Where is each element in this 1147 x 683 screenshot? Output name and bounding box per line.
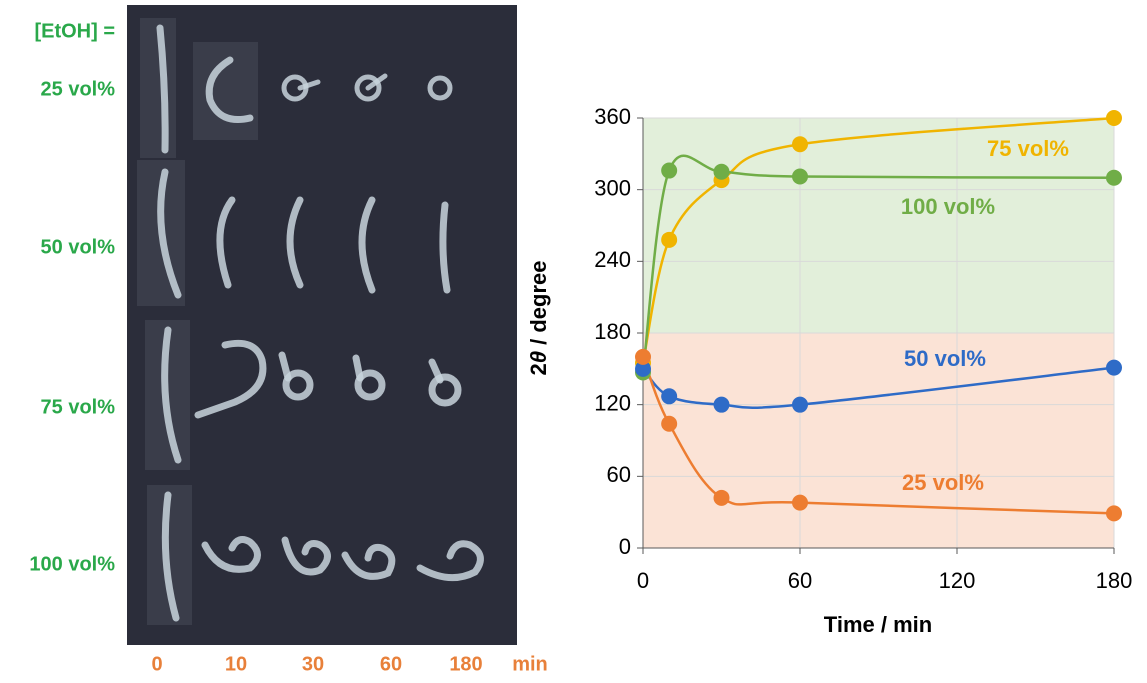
data-point: [635, 364, 651, 380]
x-tick-label: 180: [1096, 568, 1133, 593]
column-label: 30: [302, 653, 324, 675]
data-point: [1106, 170, 1122, 186]
data-point: [1106, 505, 1122, 521]
y-tick-label: 180: [594, 319, 631, 344]
data-point: [661, 163, 677, 179]
series-line: [643, 368, 1114, 408]
band: [643, 333, 1114, 548]
data-point: [661, 232, 677, 248]
figure: [EtOH] = 25 vol% 50 vol% 75 vol% 100 vol…: [0, 0, 1147, 683]
x-axis-label: Time / min: [824, 612, 932, 637]
data-point: [661, 388, 677, 404]
series-label: 50 vol%: [904, 346, 986, 371]
unit-label: min: [512, 653, 548, 675]
data-point: [714, 172, 730, 188]
row-label: 50 vol%: [41, 236, 116, 258]
row-label: 75 vol%: [41, 396, 116, 418]
data-point: [1106, 360, 1122, 376]
series-label: 100 vol%: [901, 194, 995, 219]
data-point: [714, 490, 730, 506]
column-label: 10: [225, 653, 247, 675]
series-label: 25 vol%: [902, 470, 984, 495]
y-tick-label: 120: [594, 390, 631, 415]
data-point: [714, 397, 730, 413]
series-line: [643, 357, 1114, 513]
series-line: [643, 118, 1114, 363]
data-point: [792, 495, 808, 511]
series-line: [643, 156, 1114, 373]
band: [643, 118, 1114, 333]
x-tick-label: 0: [637, 568, 649, 593]
row-label: 100 vol%: [29, 553, 115, 575]
data-point: [1106, 110, 1122, 126]
column-label: 180: [449, 653, 482, 675]
x-tick-label: 120: [939, 568, 976, 593]
x-tick-label: 60: [788, 568, 812, 593]
y-tick-label: 300: [594, 175, 631, 200]
data-point: [792, 169, 808, 185]
column-label: 0: [151, 653, 162, 675]
series-label: 75 vol%: [987, 136, 1069, 161]
data-point: [635, 349, 651, 365]
data-point: [792, 136, 808, 152]
y-tick-label: 0: [619, 534, 631, 559]
column-label: 60: [380, 653, 402, 675]
header-label: [EtOH] =: [34, 20, 115, 42]
y-tick-label: 360: [594, 104, 631, 129]
photo-panel: [EtOH] = 25 vol% 50 vol% 75 vol% 100 vol…: [0, 0, 560, 683]
row-label: 25 vol%: [41, 78, 116, 100]
data-point: [714, 164, 730, 180]
data-point: [661, 416, 677, 432]
data-point: [792, 397, 808, 413]
data-point: [635, 361, 651, 377]
data-point: [635, 355, 651, 371]
y-tick-label: 60: [607, 462, 631, 487]
y-tick-label: 240: [594, 247, 631, 272]
